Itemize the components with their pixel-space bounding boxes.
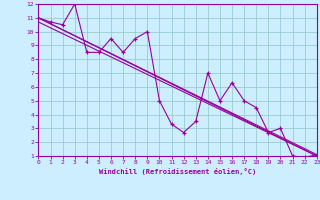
X-axis label: Windchill (Refroidissement éolien,°C): Windchill (Refroidissement éolien,°C): [99, 168, 256, 175]
